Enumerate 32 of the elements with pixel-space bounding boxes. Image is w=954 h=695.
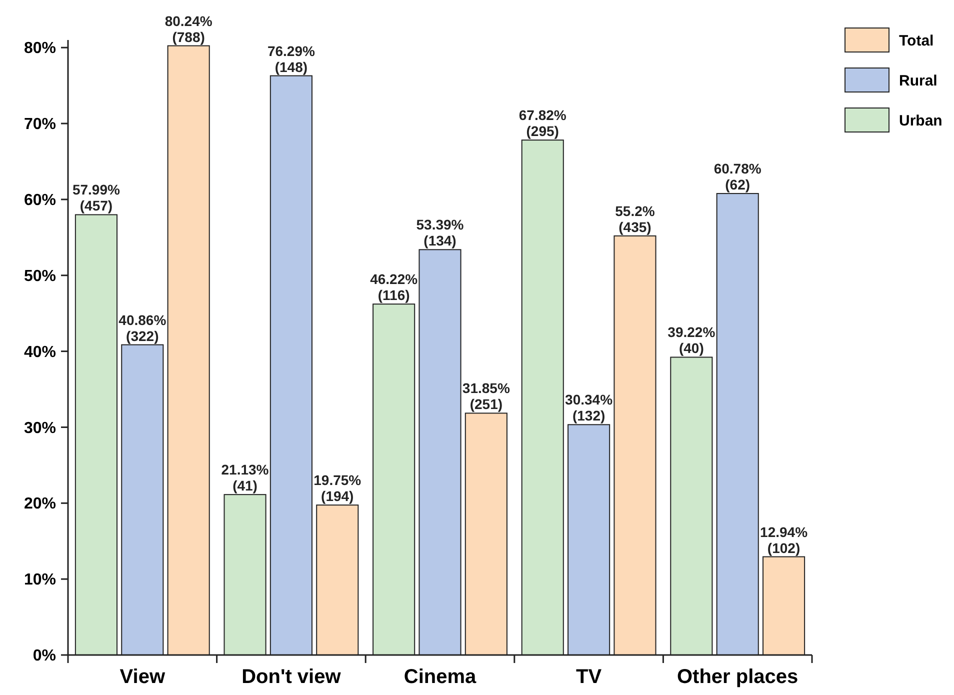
x-tick-label: Cinema: [404, 666, 477, 688]
data-label: 40.86% (322): [118, 312, 167, 344]
y-tick-label: 20%: [24, 496, 56, 513]
y-tick-label: 40%: [24, 344, 56, 361]
data-label: 60.78% (62): [714, 160, 762, 193]
data-label: 53.39% (134): [416, 216, 464, 249]
y-tick-label: 80%: [24, 40, 56, 58]
x-tick-label: TV: [576, 666, 602, 688]
legend-label: Rural: [899, 72, 938, 90]
data-label: 76.29% (148): [267, 42, 316, 75]
data-label: 67.82% (295): [518, 107, 567, 140]
data-label: 30.34% (132): [565, 392, 614, 424]
data-label: 21.13% (41): [221, 462, 270, 494]
x-tick-label: Don't view: [242, 666, 342, 688]
x-tick-label: Other places: [677, 666, 798, 688]
data-label: 31.85% (251): [462, 380, 510, 412]
y-tick-label: 50%: [24, 268, 56, 285]
data-label: 46.22% (116): [370, 271, 418, 304]
x-tick-label: View: [120, 666, 166, 688]
data-label: 12.94% (102): [760, 524, 808, 556]
data-label: 19.75% (194): [314, 472, 362, 504]
data-label: 39.22% (40): [668, 324, 716, 356]
legend-label: Urban: [899, 112, 942, 130]
y-tick-label: 60%: [24, 192, 56, 210]
data-label: 55.2% (435): [615, 202, 656, 235]
legend-label: Total: [899, 32, 934, 50]
y-tick-label: 70%: [24, 116, 56, 134]
y-tick-label: 10%: [24, 572, 56, 589]
y-tick-label: 30%: [24, 420, 56, 437]
data-label: 57.99% (457): [72, 182, 121, 214]
data-label: 80.24% (788): [164, 12, 213, 45]
y-tick-label: 0%: [32, 648, 56, 665]
